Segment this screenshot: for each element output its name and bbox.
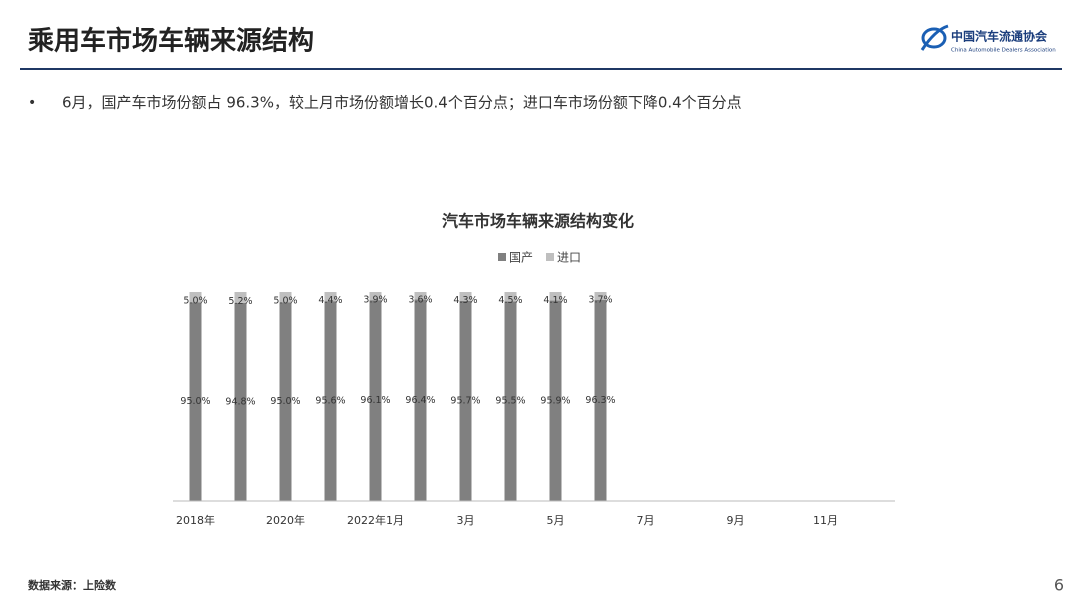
chart-title: 汽车市场车辆来源结构变化 — [442, 212, 634, 231]
data-label: 95.5% — [495, 396, 525, 407]
data-label: 95.0% — [180, 396, 210, 407]
bar-segment — [549, 300, 562, 501]
bar-segment — [279, 302, 292, 501]
logo-subtitle: China Automobile Dealers Association — [951, 48, 1056, 54]
bar-segment — [594, 299, 607, 501]
legend-label: 国产 — [509, 251, 533, 265]
data-label: 3.7% — [588, 294, 612, 305]
logo: 中国汽车流通协会 China Automobile Dealers Associ… — [920, 24, 1056, 54]
data-label: 5.0% — [183, 296, 207, 307]
data-label: 4.3% — [453, 295, 477, 306]
data-label: 96.1% — [360, 395, 390, 406]
bar-segment — [594, 292, 607, 300]
bar-segment — [234, 292, 247, 303]
bar-segment — [369, 300, 382, 501]
legend-label: 进口 — [557, 251, 581, 265]
bar-segment — [414, 299, 427, 501]
data-label: 95.6% — [315, 396, 345, 407]
x-tick-label: 11月 — [813, 514, 838, 527]
data-label: 96.4% — [405, 395, 435, 406]
bar-segment — [504, 301, 517, 501]
x-tick-label: 9月 — [727, 514, 745, 527]
x-tick-label: 3月 — [457, 514, 475, 527]
bar-segment — [549, 292, 562, 301]
data-label: 95.7% — [450, 395, 480, 406]
bar-segment — [279, 292, 292, 303]
data-label: 94.8% — [225, 396, 255, 407]
bar-segment — [324, 301, 337, 501]
x-tick-label: 5月 — [547, 514, 565, 527]
data-label: 95.9% — [540, 395, 570, 406]
logo-swoosh — [920, 24, 949, 51]
x-tick-label: 2022年1月 — [347, 513, 404, 527]
bar-segment — [504, 292, 517, 302]
legend-swatch — [546, 253, 554, 261]
x-tick-label: 2020年 — [266, 513, 305, 527]
data-label: 3.9% — [363, 295, 387, 306]
bar-segment — [459, 300, 472, 501]
bar-segment — [234, 302, 247, 501]
bullet-text: 6月，国产车市场份额占 96.3%，较上月市场份额增长0.4个百分点；进口车市场… — [62, 94, 742, 112]
legend-swatch — [498, 253, 506, 261]
bar-segment — [369, 292, 382, 301]
logo-name: 中国汽车流通协会 — [951, 29, 1048, 44]
x-tick-label: 2018年 — [176, 513, 215, 527]
data-label: 3.6% — [408, 294, 432, 305]
source: 数据来源：上险数 — [28, 578, 117, 592]
data-label: 4.4% — [318, 295, 342, 306]
data-label: 95.0% — [270, 396, 300, 407]
x-tick-label: 7月 — [637, 514, 655, 527]
data-label: 4.5% — [498, 295, 522, 306]
slide-title: 乘用车市场车辆来源结构 — [27, 26, 314, 57]
bar-segment — [414, 292, 427, 300]
logo-icon — [921, 27, 947, 49]
bar-segment — [189, 302, 202, 501]
data-label: 96.3% — [585, 395, 615, 406]
bar-segment — [189, 292, 202, 303]
bar-segment — [324, 292, 337, 302]
bar-segment — [459, 292, 472, 301]
bullet-dot: • — [28, 95, 36, 111]
page-number: 6 — [1054, 576, 1064, 595]
data-label: 5.0% — [273, 296, 297, 307]
data-label: 4.1% — [543, 295, 567, 306]
data-label: 5.2% — [228, 296, 252, 307]
